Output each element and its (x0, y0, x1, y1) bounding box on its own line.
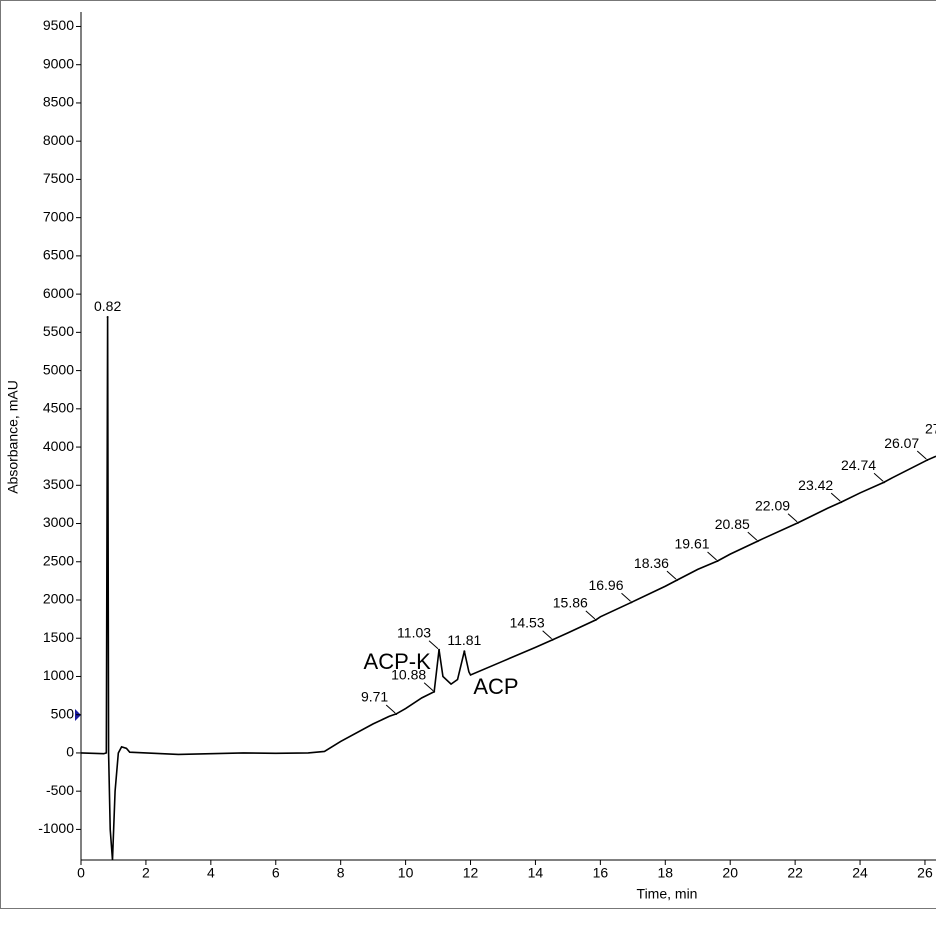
y-tick-label: 500 (51, 705, 75, 721)
x-tick-label: 24 (852, 865, 868, 881)
peak-point (595, 619, 597, 621)
peak-label: 16.96 (588, 577, 623, 593)
y-tick-label: -1000 (38, 820, 74, 836)
peak-point (631, 601, 633, 603)
frame (1, 1, 936, 909)
peak-point (797, 522, 799, 524)
x-axis-label: Time, min (637, 886, 698, 902)
peak-leader (586, 611, 595, 619)
peak-leader (788, 514, 797, 522)
peak-point (395, 713, 397, 715)
y-tick-label: 9500 (43, 17, 74, 33)
peak-leader (874, 473, 883, 481)
peak-label: 24.74 (841, 457, 876, 473)
peak-leader (917, 451, 926, 459)
y-axis-label: Absorbance, mAU (5, 380, 21, 494)
peak-leader (424, 683, 433, 691)
y-tick-label: 5000 (43, 361, 74, 377)
peak-leader (831, 493, 840, 501)
peak-label: 19.61 (674, 536, 709, 552)
peak-point (883, 481, 885, 483)
peak-leader (429, 641, 438, 649)
peak-leader (667, 571, 676, 579)
peak-label: 15.86 (553, 595, 588, 611)
peak-label: 11.03 (397, 624, 431, 640)
x-tick-label: 26 (917, 865, 933, 881)
x-tick-label: 4 (207, 865, 215, 881)
y-tick-label: 6000 (43, 285, 74, 301)
y-tick-label: 6500 (43, 247, 74, 263)
peak-leader (622, 593, 631, 601)
y-tick-label: 4000 (43, 438, 74, 454)
annotation: ACP (473, 674, 518, 699)
peak-label: 18.36 (634, 555, 669, 571)
y-tick-label: 8500 (43, 94, 74, 110)
y-tick-label: 5500 (43, 323, 74, 339)
y-tick-label: 3500 (43, 476, 74, 492)
y-tick-label: 4500 (43, 400, 74, 416)
peak-point (463, 650, 465, 652)
peak-label: 11.81 (447, 632, 481, 648)
y-tick-label: 1000 (43, 667, 74, 683)
x-tick-label: 14 (528, 865, 544, 881)
peak-label: 22.09 (755, 497, 790, 513)
x-tick-label: 0 (77, 865, 85, 881)
x-tick-label: 12 (463, 865, 479, 881)
peak-point (438, 649, 440, 651)
y-tick-label: 9000 (43, 55, 74, 71)
peak-point (717, 560, 719, 562)
x-tick-label: 6 (272, 865, 280, 881)
peak-point (926, 459, 928, 461)
peak-point (107, 316, 109, 318)
y-tick-label: 7000 (43, 208, 74, 224)
peak-leader (708, 552, 717, 560)
y-tick-label: 2000 (43, 591, 74, 607)
y-tick-label: 0 (66, 744, 74, 760)
x-tick-label: 2 (142, 865, 150, 881)
x-tick-label: 20 (722, 865, 738, 881)
peak-point (433, 691, 435, 693)
peak-point (757, 540, 759, 542)
peak-point (676, 579, 678, 581)
y-tick-label: 8000 (43, 132, 74, 148)
peak-leader (386, 705, 395, 713)
peak-label: 20.85 (715, 516, 750, 532)
x-tick-label: 10 (398, 865, 414, 881)
peak-leader (543, 631, 552, 639)
peak-point (552, 639, 554, 641)
y-tick-label: 2500 (43, 552, 74, 568)
annotation: ACP-K (364, 649, 432, 674)
x-tick-label: 8 (337, 865, 345, 881)
peak-label: 14.53 (510, 614, 545, 630)
peak-label: 9.71 (361, 689, 388, 705)
y-tick-label: 1500 (43, 629, 74, 645)
peak-leader (748, 532, 757, 540)
y-tick-label: -500 (46, 782, 74, 798)
y-tick-label: 3000 (43, 514, 74, 530)
x-tick-label: 22 (787, 865, 803, 881)
peak-point (840, 501, 842, 503)
y-tick-label: 7500 (43, 170, 74, 186)
annotation: 27 (925, 421, 936, 437)
x-tick-label: 16 (593, 865, 609, 881)
trace (81, 317, 936, 860)
peak-label: 26.07 (884, 435, 919, 451)
x-tick-label: 18 (657, 865, 673, 881)
peak-label: 0.82 (94, 298, 121, 314)
peak-label: 23.42 (798, 477, 833, 493)
